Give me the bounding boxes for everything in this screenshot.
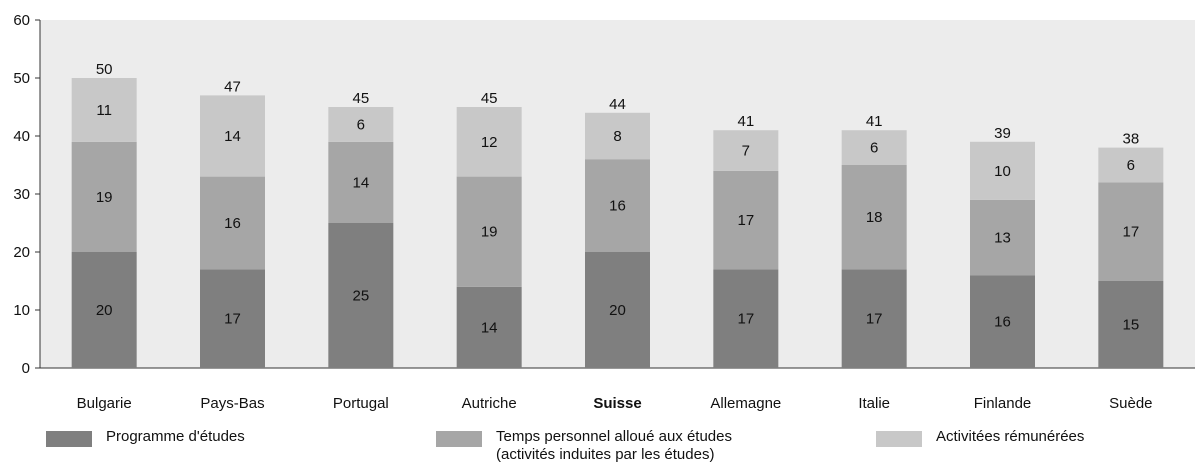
bar-total-label: 45 (481, 90, 498, 107)
bar-segment (585, 112, 650, 160)
bar-segment (1098, 281, 1164, 368)
legend-item-temps-personnel: Temps personnel alloué aux études (activ… (436, 428, 732, 464)
y-tick-label: 20 (13, 244, 30, 261)
bar-segment-value-label: 10 (994, 163, 1011, 180)
bar-segment (456, 176, 522, 287)
bar-segment (200, 176, 265, 270)
y-tick-label: 0 (22, 360, 30, 377)
bar-segment-value-label: 12 (481, 134, 498, 151)
category-label: Bulgarie (77, 395, 132, 412)
bar-segment (1098, 182, 1164, 281)
bar-total-label: 41 (737, 113, 754, 130)
bar-segment (841, 269, 907, 368)
bar-segment (71, 141, 137, 252)
legend-item-programme: Programme d'études (46, 428, 245, 447)
bar-total-label: 39 (994, 125, 1011, 142)
category-label: Suisse (593, 395, 641, 412)
bar-segment (71, 78, 137, 142)
bar-segment-value-label: 7 (742, 143, 750, 160)
bar-segment (328, 141, 394, 223)
category-label: Finlande (974, 395, 1032, 412)
category-label: Italie (858, 395, 890, 412)
bar-total-label: 45 (352, 90, 369, 107)
bar-segment-value-label: 18 (866, 209, 883, 226)
legend-swatch-activites (876, 431, 922, 447)
bar-segment-value-label: 15 (1122, 317, 1139, 334)
legend-label-temps-personnel: Temps personnel alloué aux études (activ… (496, 428, 732, 464)
bar-segment-value-label: 17 (737, 311, 754, 328)
bar-segment (841, 130, 907, 165)
y-tick-label: 50 (13, 70, 30, 87)
bar-segment-value-label: 17 (224, 311, 241, 328)
legend-item-activites: Activitées rémunérées (876, 428, 1084, 447)
bar-segment-value-label: 6 (1127, 157, 1135, 174)
bar-segment-value-label: 20 (96, 302, 113, 319)
bar-total-label: 38 (1122, 131, 1139, 148)
bar-segment (1098, 147, 1164, 183)
y-axis-ticks: 0 10 20 30 40 50 60 (13, 12, 40, 377)
legend-label-temps-personnel-line2: (activités induites par les études) (496, 446, 715, 463)
bar-segment (456, 107, 522, 177)
y-tick-label: 40 (13, 128, 30, 145)
bar-segment (713, 170, 779, 270)
bar-segment (200, 269, 265, 368)
y-tick-label: 60 (13, 12, 30, 29)
bar-segment-value-label: 20 (609, 302, 626, 319)
bar-segment-value-label: 16 (609, 198, 626, 215)
legend: Programme d'études Temps personnel allou… (0, 428, 1197, 468)
bar-segment (585, 252, 650, 368)
bar-segment (71, 252, 137, 368)
bar-segment (328, 223, 394, 368)
bar-segment-value-label: 8 (613, 128, 621, 145)
bar-segment-value-label: 13 (994, 230, 1011, 247)
bar-segment-value-label: 19 (96, 189, 113, 206)
bar-segment-value-label: 25 (352, 288, 369, 305)
legend-swatch-programme (46, 431, 92, 447)
y-tick-label: 10 (13, 302, 30, 319)
bar-segment-value-label: 16 (224, 215, 241, 232)
bar-segment-value-label: 11 (96, 102, 112, 119)
bar-segment-value-label: 19 (481, 224, 498, 241)
category-labels: Bulgarie Pays-Bas Portugal Autriche Suisse Al… (77, 395, 1153, 412)
bar-segment (200, 95, 265, 177)
bar-segment-value-label: 17 (737, 212, 754, 229)
bar-segment-value-label: 14 (481, 319, 498, 336)
bar-segment (585, 159, 650, 252)
category-label: Suède (1109, 395, 1152, 412)
bar-segment (713, 130, 779, 171)
category-label: Pays-Bas (200, 395, 264, 412)
legend-label-activites: Activitées rémunérées (936, 428, 1085, 445)
legend-swatch-temps-personnel (436, 431, 482, 447)
bar-segment (456, 286, 522, 368)
bar-segment-value-label: 6 (870, 140, 878, 157)
bar-segment (970, 199, 1035, 276)
y-tick-label: 30 (13, 186, 30, 203)
category-label: Portugal (333, 395, 389, 412)
bar-segment-value-label: 14 (352, 174, 369, 191)
bar-segment-value-label: 17 (1122, 224, 1139, 241)
stacked-bar-chart: 0 10 20 30 40 50 60 20 19 11 50 17 16 14 47 25 14 6 45 14 1… (13, 12, 1195, 412)
bar-total-label: 47 (224, 78, 241, 95)
bar-segment-value-label: 16 (994, 314, 1011, 331)
bar-segment (970, 141, 1035, 200)
bar-total-label: 41 (866, 113, 883, 130)
category-label: Autriche (462, 395, 517, 412)
bar-total-label: 50 (96, 61, 113, 78)
legend-label-programme: Programme d'études (106, 428, 245, 445)
bar-segment (713, 269, 779, 368)
bar-segment (970, 275, 1035, 368)
bars: 20 19 11 50 17 16 14 47 25 14 6 45 14 19 12 45 20 16 8 44 17… (71, 61, 1164, 368)
bar-segment (328, 107, 394, 142)
bar-segment (841, 165, 907, 270)
bar-segment-value-label: 6 (357, 116, 365, 133)
bar-total-label: 44 (609, 96, 626, 113)
category-label: Allemagne (710, 395, 781, 412)
legend-label-temps-personnel-line1: Temps personnel alloué aux études (496, 428, 732, 445)
bar-segment-value-label: 17 (866, 311, 883, 328)
bar-segment-value-label: 14 (224, 128, 241, 145)
